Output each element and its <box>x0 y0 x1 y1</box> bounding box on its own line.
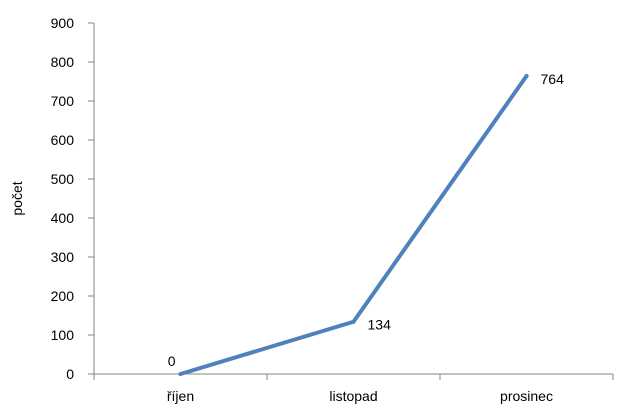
series-line <box>178 74 529 376</box>
data-labels: 0 134 764 <box>168 71 564 369</box>
data-label: 134 <box>368 317 392 333</box>
series-lines <box>178 74 529 376</box>
data-point <box>351 319 356 324</box>
data-label: 764 <box>541 71 565 87</box>
x-tick-label: prosinec <box>500 388 553 404</box>
y-tick-label: 800 <box>51 54 75 70</box>
y-tick-label: 100 <box>51 327 75 343</box>
y-tick-label: 200 <box>51 288 75 304</box>
data-label: 0 <box>168 353 176 369</box>
y-tick-label: 300 <box>51 249 75 265</box>
data-point <box>178 372 183 376</box>
y-tick-label: 900 <box>51 15 75 31</box>
data-point <box>524 74 529 79</box>
x-tick-label: listopad <box>329 388 377 404</box>
y-tick-label: 600 <box>51 132 75 148</box>
chart-axes <box>88 22 614 380</box>
y-tick-label: 500 <box>51 171 75 187</box>
y-tick-label: 700 <box>51 93 75 109</box>
y-tick-label: 400 <box>51 210 75 226</box>
y-tick-label: 0 <box>66 366 74 382</box>
y-axis-title: počet <box>9 181 25 215</box>
x-tick-label: říjen <box>167 388 194 404</box>
y-tick-labels: 0 100 200 300 400 500 600 700 800 900 <box>51 15 75 382</box>
x-tick-labels: říjen listopad prosinec <box>167 388 553 404</box>
